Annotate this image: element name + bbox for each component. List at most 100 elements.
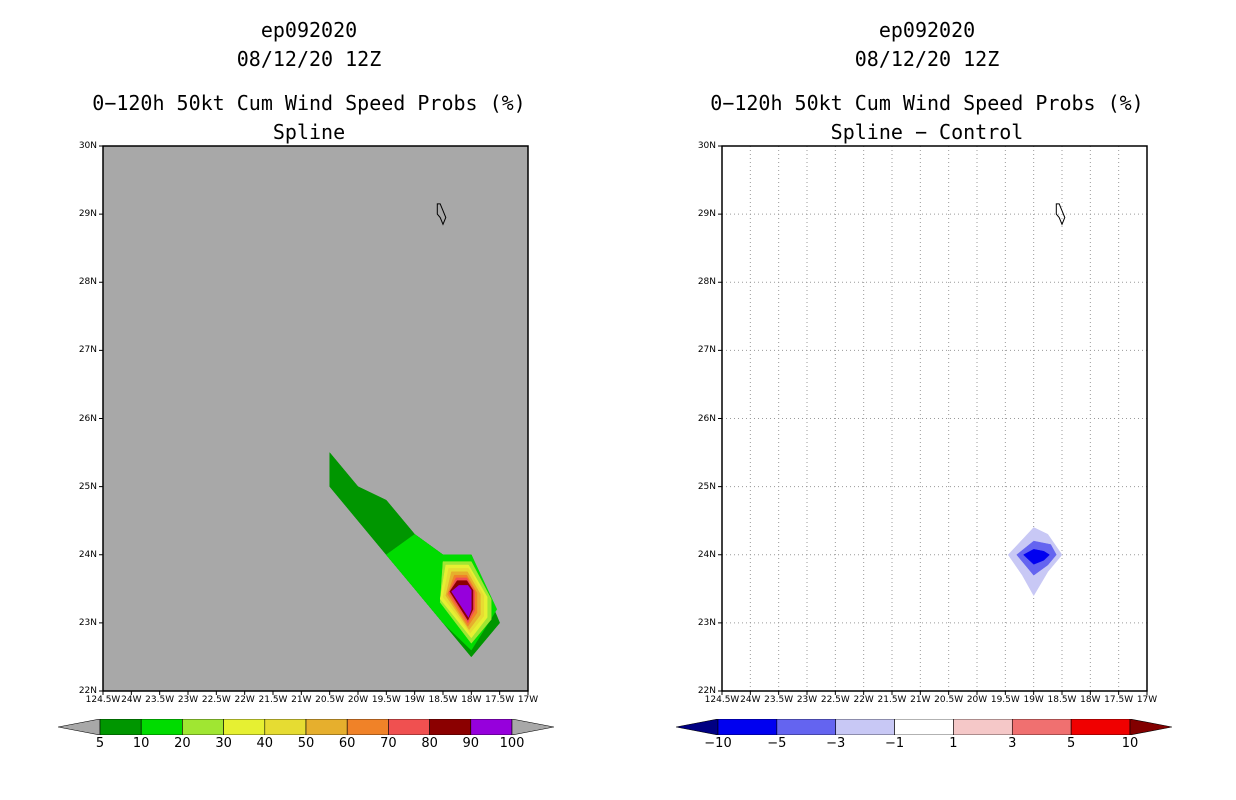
colorbar-swatch bbox=[223, 719, 266, 735]
x-tick-label: 23.5W bbox=[145, 695, 175, 705]
colorbar-label: 10 bbox=[132, 736, 150, 751]
colorbar-label: −5 bbox=[767, 736, 787, 751]
storm-id: ep092020 bbox=[878, 18, 976, 42]
colorbar-label: 5 bbox=[1067, 736, 1076, 751]
x-tick-label: 24W bbox=[121, 695, 142, 705]
colorbar-label: 40 bbox=[256, 736, 274, 751]
y-tick-label: 25N bbox=[78, 481, 97, 492]
y-tick-label: 27N bbox=[78, 345, 97, 356]
subtitle: Spline − Control bbox=[830, 120, 1024, 144]
colorbar-label: 30 bbox=[215, 736, 232, 751]
colorbar-swatch bbox=[429, 719, 472, 735]
x-tick-label: 23W bbox=[796, 695, 818, 705]
colorbar-max-extend bbox=[511, 719, 554, 735]
colorbar-min-extend bbox=[58, 719, 101, 735]
colorbar-label: 60 bbox=[338, 736, 356, 751]
y-tick-label: 24N bbox=[78, 549, 97, 560]
datetime: 08/12/20 12Z bbox=[236, 47, 382, 71]
y-tick-label: 29N bbox=[697, 209, 716, 220]
x-tick-label: 18W bbox=[461, 695, 482, 705]
x-tick-label: 22W bbox=[234, 695, 255, 705]
colorbar-svg bbox=[676, 719, 1172, 735]
colorbar-svg bbox=[58, 719, 554, 735]
y-tick-label: 29N bbox=[78, 209, 97, 220]
island-outline bbox=[1055, 203, 1066, 226]
subtitle: Spline bbox=[272, 120, 346, 144]
difference-map: 22N 23N 24N 25N 26N 27N 28N 29N 30N 124.5W 24W 23.5… bbox=[698, 141, 1157, 705]
colorbar-swatch bbox=[776, 719, 837, 735]
x-tick-label: 18.5W bbox=[1047, 695, 1077, 705]
y-tick-label: 26N bbox=[78, 413, 97, 424]
storm-id: ep092020 bbox=[260, 18, 358, 42]
y-tick-label: 23N bbox=[78, 617, 97, 628]
y-tick-label: 30N bbox=[78, 141, 97, 151]
y-tick-label: 30N bbox=[697, 141, 716, 151]
colorbar-swatch bbox=[346, 719, 389, 735]
y-tick-label: 24N bbox=[697, 549, 716, 560]
left-panel: ep092020 08/12/20 12Z 0−120h 50kt Cum Wi… bbox=[58, 18, 554, 751]
colorbar-swatch bbox=[1070, 719, 1131, 735]
colorbar-swatch bbox=[182, 719, 224, 735]
x-tick-label: 20W bbox=[347, 695, 369, 705]
x-tick-label: 20.5W bbox=[315, 695, 345, 705]
y-tick-label: 28N bbox=[78, 277, 97, 288]
product-title: 0−120h 50kt Cum Wind Speed Probs (%) bbox=[710, 91, 1144, 115]
colorbar-swatch bbox=[835, 719, 895, 735]
x-tick-label: 20W bbox=[966, 695, 988, 705]
map-svg bbox=[718, 145, 1148, 695]
product-title: 0−120h 50kt Cum Wind Speed Probs (%) bbox=[92, 91, 526, 115]
colorbar-label: 20 bbox=[174, 736, 191, 751]
right-panel: ep092020 08/12/20 12Z 0−120h 50kt Cum Wi… bbox=[618, 0, 1236, 800]
colorbar-swatch bbox=[388, 719, 430, 735]
x-tick-label: 124.5W bbox=[704, 695, 740, 705]
x-tick-label: 17.5W bbox=[485, 695, 515, 705]
x-tick-label: 19.5W bbox=[990, 695, 1020, 705]
colorbar-label: 1 bbox=[949, 736, 958, 751]
x-tick-label: 21.5W bbox=[258, 695, 288, 705]
datetime: 08/12/20 12Z bbox=[854, 47, 1000, 71]
colorbar-label: −3 bbox=[826, 736, 846, 751]
colorbar-min-extend bbox=[676, 719, 719, 735]
x-tick-label: 19W bbox=[404, 695, 425, 705]
contour-2 bbox=[1023, 549, 1050, 565]
x-tick-label: 17.5W bbox=[1104, 695, 1134, 705]
y-tick-label: 25N bbox=[697, 481, 716, 492]
contour-9 bbox=[451, 585, 472, 618]
colorbar-swatch bbox=[894, 719, 954, 735]
x-tick-label: 23.5W bbox=[764, 695, 794, 705]
colorbar-max-extend bbox=[1129, 719, 1172, 735]
x-tick-label: 18W bbox=[1080, 695, 1101, 705]
colorbar bbox=[58, 719, 554, 735]
y-tick-label: 22N bbox=[697, 686, 716, 696]
colorbar bbox=[676, 719, 1172, 735]
x-tick-label: 22.5W bbox=[820, 695, 850, 705]
colorbar-swatch bbox=[305, 719, 348, 735]
x-tick-label: 19.5W bbox=[371, 695, 401, 705]
x-tick-label: 23W bbox=[177, 695, 199, 705]
colorbar-swatch bbox=[140, 719, 183, 735]
colorbar-label: −10 bbox=[704, 736, 732, 751]
map-svg bbox=[99, 145, 529, 695]
x-tick-label: 24W bbox=[740, 695, 761, 705]
x-tick-label: 21.5W bbox=[877, 695, 907, 705]
x-tick-label: 21W bbox=[910, 695, 931, 705]
x-tick-label: 17W bbox=[517, 695, 539, 705]
y-tick-label: 27N bbox=[697, 345, 716, 356]
colorbar-label: 80 bbox=[421, 736, 438, 751]
colorbar-swatch bbox=[717, 719, 778, 735]
colorbar-swatch bbox=[953, 719, 1013, 735]
x-tick-label: 19W bbox=[1023, 695, 1044, 705]
colorbar-label: 5 bbox=[95, 736, 105, 751]
colorbar-label: 100 bbox=[499, 736, 525, 751]
colorbar-label: 70 bbox=[380, 736, 397, 751]
y-tick-label: 26N bbox=[697, 413, 716, 424]
colorbar-label: 3 bbox=[1008, 736, 1017, 751]
x-tick-label: 20.5W bbox=[934, 695, 964, 705]
island-outline bbox=[436, 203, 447, 226]
x-tick-label: 124.5W bbox=[85, 695, 121, 705]
x-tick-label: 17W bbox=[1136, 695, 1158, 705]
probability-map: 22N 23N 24N 25N 26N 27N 28N 29N 30N 124.5W 24W 23.5… bbox=[79, 141, 538, 705]
x-tick-label: 22W bbox=[853, 695, 874, 705]
y-tick-label: 22N bbox=[78, 686, 97, 696]
colorbar-swatch bbox=[470, 719, 513, 735]
